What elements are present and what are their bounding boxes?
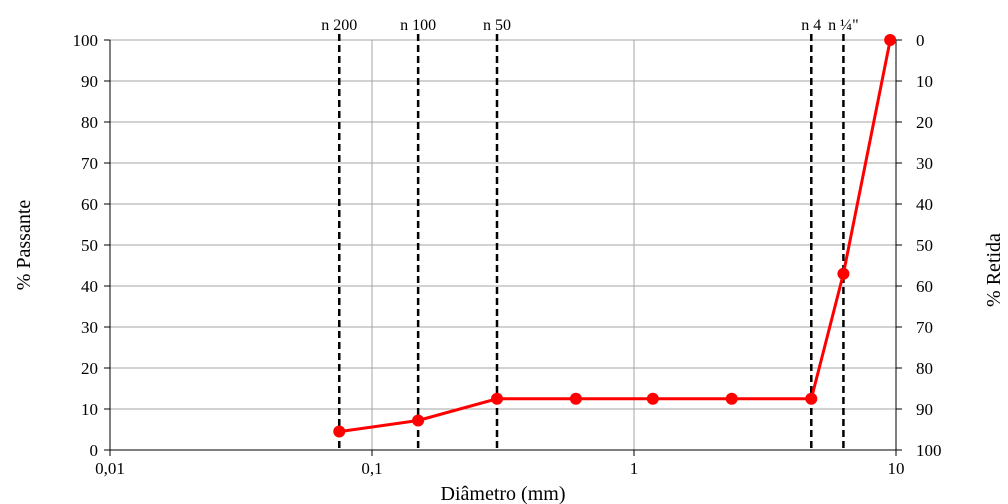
y-right-tick-label: 70 (916, 318, 933, 337)
y-left-tick-label: 50 (81, 236, 98, 255)
y-right-tick-label: 10 (916, 72, 933, 91)
y-left-tick-label: 70 (81, 154, 98, 173)
y-right-tick-label: 30 (916, 154, 933, 173)
y-left-tick-label: 20 (81, 359, 98, 378)
data-point (569, 392, 582, 405)
data-point (491, 392, 504, 405)
sieve-label: n 100 (400, 17, 436, 34)
axes (104, 39, 902, 456)
y-left-tick-label: 10 (81, 400, 98, 419)
sieve-label: n 200 (321, 17, 357, 34)
y-right-tick-label: 20 (916, 113, 933, 132)
y-left-tick-label: 80 (81, 113, 98, 132)
y-right-tick-label: 40 (916, 195, 933, 214)
y-left-tick-label: 30 (81, 318, 98, 337)
sieve-label: n ¼" (828, 17, 859, 34)
y-right-tick-label: 90 (916, 400, 933, 419)
y-right-tick-label: 0 (916, 31, 925, 50)
x-tick-label: 0,01 (95, 459, 125, 478)
data-point (884, 34, 897, 46)
data-point (412, 414, 425, 427)
y-left-tick-label: 0 (90, 441, 99, 460)
sieve-label: n 50 (483, 17, 511, 34)
x-tick-label: 1 (630, 459, 639, 478)
x-tick-label: 0,1 (361, 459, 382, 478)
y-right-tick-label: 100 (916, 441, 942, 460)
y-right-tick-label: 80 (916, 359, 933, 378)
y-left-tick-label: 60 (81, 195, 98, 214)
sieve-lines (338, 34, 845, 450)
data-point (333, 425, 346, 438)
data-point (646, 392, 659, 405)
tick-labels: 0 10 20 30 40 50 60 70 80 90 100 0 10 20 30 40 50 60 70 80 9… (73, 17, 942, 478)
y-right-tick-label: 60 (916, 277, 933, 296)
y-left-tick-label: 40 (81, 277, 98, 296)
data-point (837, 267, 850, 280)
y-left-tick-label: 90 (81, 72, 98, 91)
sieve-label: n 4 (801, 17, 821, 34)
y-right-tick-label: 50 (916, 236, 933, 255)
x-axis-title: Diâmetro (mm) (441, 483, 566, 504)
x-tick-label: 10 (888, 459, 905, 478)
y-left-axis-title: % Passante (13, 200, 35, 291)
y-left-tick-label: 100 (73, 31, 99, 50)
data-point (805, 392, 818, 405)
data-point (725, 392, 738, 405)
series-layer (333, 34, 897, 438)
y-right-axis-title: % Retida (983, 233, 1005, 307)
